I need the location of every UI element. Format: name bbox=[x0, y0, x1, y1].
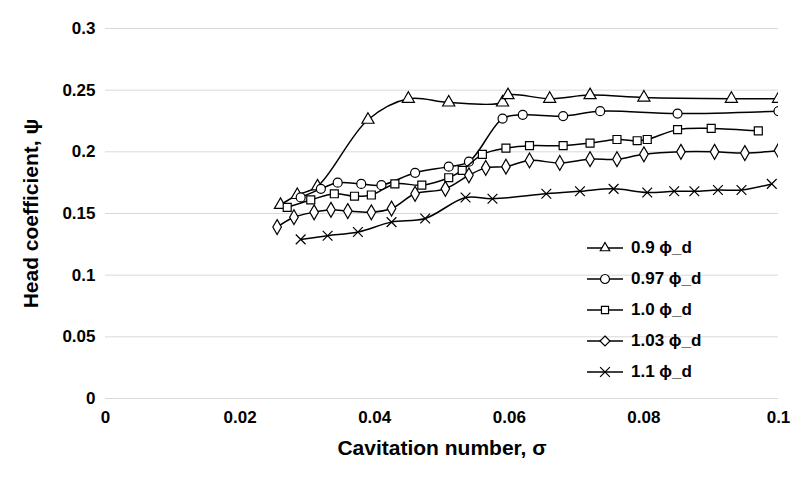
html-text:1.1 ϕ_d: 1.1 ϕ_d bbox=[631, 361, 692, 381]
svg-text:0: 0 bbox=[86, 389, 95, 408]
html-text:0.97 ϕ_d: 0.97 ϕ_d bbox=[631, 268, 702, 288]
svg-text:0.05: 0.05 bbox=[62, 327, 95, 346]
svg-text:Cavitation number, σ: Cavitation number, σ bbox=[337, 436, 546, 459]
svg-text:0.04: 0.04 bbox=[358, 408, 392, 427]
svg-text:0.25: 0.25 bbox=[62, 81, 95, 100]
svg-text:0.2: 0.2 bbox=[72, 142, 96, 161]
html-text:1.0 ϕ_d: 1.0 ϕ_d bbox=[631, 299, 692, 319]
svg-text:0.02: 0.02 bbox=[224, 408, 257, 427]
html-text:0.9 ϕ_d: 0.9 ϕ_d bbox=[631, 237, 692, 257]
svg-text:0.1: 0.1 bbox=[72, 266, 96, 285]
svg-text:0.1: 0.1 bbox=[767, 408, 791, 427]
html-text:1.03 ϕ_d: 1.03 ϕ_d bbox=[631, 330, 702, 350]
svg-text:0: 0 bbox=[101, 408, 110, 427]
svg-text:0.15: 0.15 bbox=[62, 204, 95, 223]
svg-text:Head coefficient, ψ: Head coefficient, ψ bbox=[19, 119, 42, 309]
svg-text:0.3: 0.3 bbox=[72, 19, 96, 38]
svg-text:0.06: 0.06 bbox=[493, 408, 526, 427]
svg-text:0.08: 0.08 bbox=[627, 408, 660, 427]
